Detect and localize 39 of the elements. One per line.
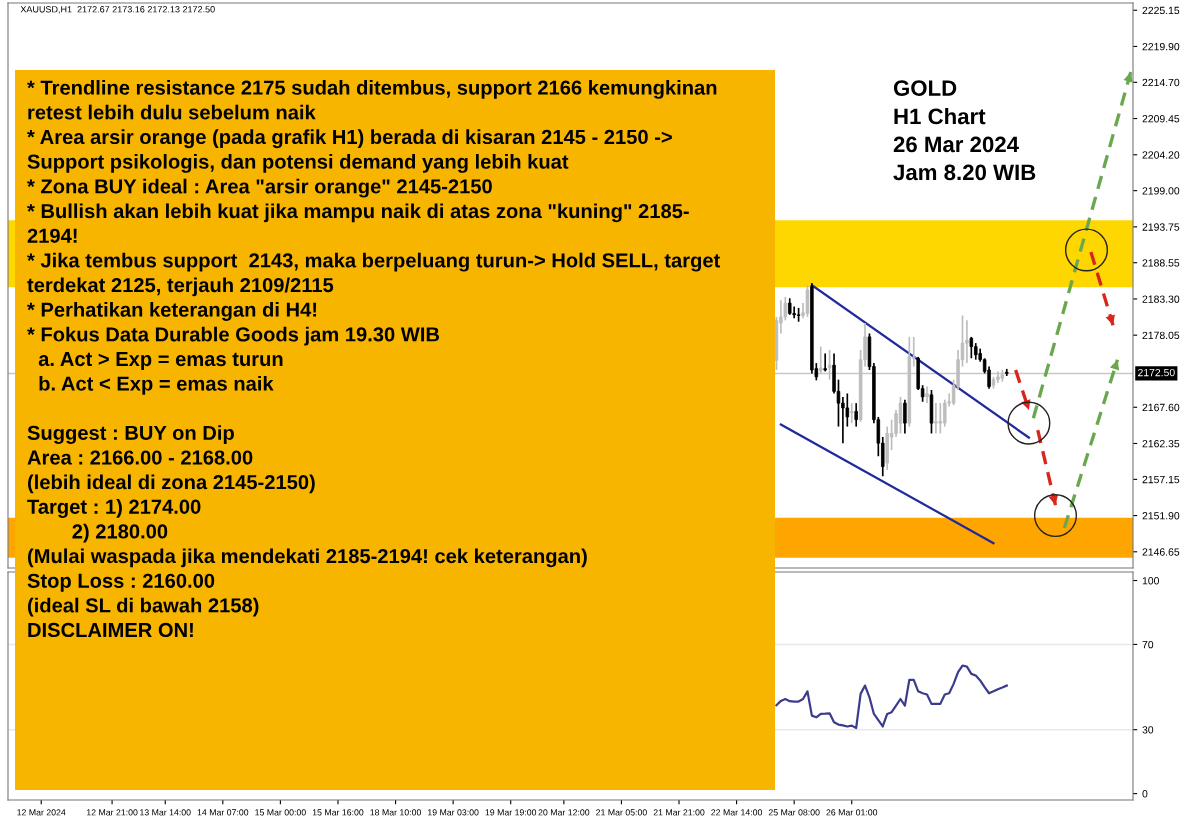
text: GOLD: [893, 80, 957, 96]
y-tick-label: 0: [1142, 790, 1148, 798]
y-tick-label: 30: [1142, 726, 1154, 734]
y-tick-label: 2183.30: [1142, 295, 1180, 303]
y-tick-label: 2204.20: [1142, 151, 1180, 159]
y-tick-label: 2225.15: [1142, 6, 1180, 15]
y-tick-label: 2193.75: [1142, 223, 1180, 231]
x-tick-label: 20 Mar 12:00: [538, 809, 590, 816]
y-tick-label: 2178.05: [1142, 331, 1180, 340]
x-tick-label: 13 Mar 14:00: [140, 809, 191, 816]
x-tick-label: 14 Mar 07:00: [197, 809, 249, 816]
y-tick-label: 2219.90: [1142, 42, 1180, 51]
x-tick-label: 12 Mar 21:00: [86, 809, 138, 816]
y-tick-label: 100: [1142, 577, 1159, 585]
x-tick-label: 19 Mar 19:00: [485, 809, 537, 816]
y-tick-label: 2209.45: [1142, 115, 1180, 123]
x-tick-label: 19 Mar 03:00: [428, 809, 479, 816]
x-tick-label: 21 Mar 05:00: [596, 809, 647, 816]
y-tick-label: 2199.00: [1142, 187, 1180, 195]
y-tick-label: 2146.65: [1142, 548, 1180, 556]
y-tick-label: 2214.70: [1142, 78, 1180, 87]
x-tick-label: 22 Mar 14:00: [711, 809, 763, 816]
x-tick-label: 12 Mar 2024: [17, 809, 66, 816]
x-tick-label: 15 Mar 16:00: [312, 809, 364, 816]
annotation: XAUUSD,H1 2172.67 2173.16 2172.13 2172.50: [20, 6, 215, 14]
y-tick-label: 2188.55: [1142, 259, 1180, 267]
x-tick-label: 18 Mar 10:00: [370, 809, 421, 816]
x-tick-label: 26 Mar 01:00: [826, 809, 878, 816]
x-tick-label: 15 Mar 00:00: [255, 809, 306, 816]
text: H1 Chart 26 Mar 2024 Jam 8.20 WIB: [893, 108, 1036, 181]
y-tick-label: 2151.90: [1142, 512, 1180, 520]
y-tick-label: 2167.60: [1142, 403, 1180, 412]
text: * Trendline resistance 2175 sudah ditembus, support 2166 kemungkinan retest lebih dulu sebelum naik * Area arsir orange (pada grafik H1) berada di kisaran 2145 - 2150 -> Support psikologis, dan potensi demand yang lebih kuat * Zona BUY ideal : Area "arsir orange" 2145-2150 * Bullish akan lebih kuat jika mampu naik di atas zona "kuning" 2185- 2194! * Jika tembus support 2143, maka berpeluang turun-> Hold SELL, target terdekat 2125, terjauh 2109/2115 * Perhatikan keterangan di H4! * Fokus Data Durable Goods jam 19.30 WIB a. Act > Exp = emas turun b. Act < Exp = emas naik Suggest : BUY on Dip Area : 2166.00 - 2168.00 (lebih ideal di zona 2145-2150) Target : 1) 2174.00 2) 2180.00 (Mulai waspada jika mendekati 2185-2194! cek keterangan) Stop Loss : 2160.00 (ideal SL di bawah 2158) DISCLAIMER ON!: [27, 80, 721, 638]
x-tick-label: 25 Mar 08:00: [768, 809, 820, 816]
y-tick-label: 2162.35: [1142, 439, 1180, 448]
ref-line-label: 2172.50: [1138, 368, 1175, 377]
y-tick-label: 2157.15: [1142, 475, 1180, 484]
y-tick-label: 70: [1142, 640, 1154, 649]
x-tick-label: 21 Mar 21:00: [653, 809, 705, 816]
